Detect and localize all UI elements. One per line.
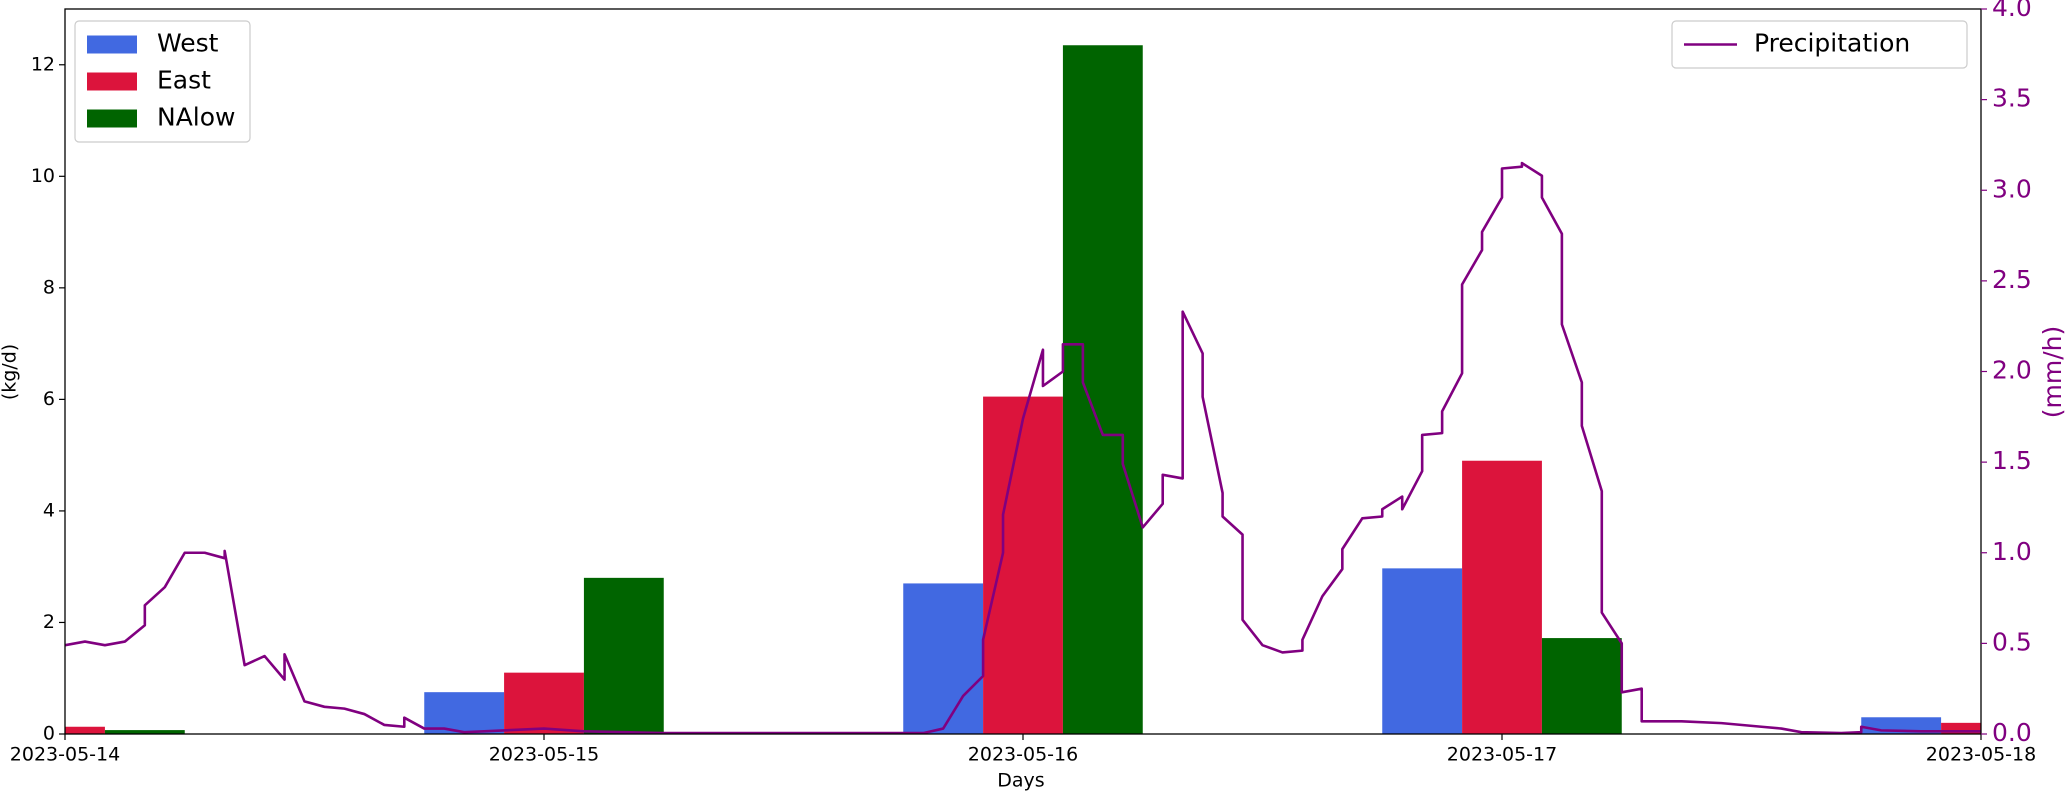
y2-tick-label: 3.5 <box>1992 84 2032 113</box>
y2-tick-label: 1.5 <box>1992 446 2032 475</box>
y-tick-label: 6 <box>43 388 55 410</box>
legend-box <box>1671 20 1968 69</box>
bar <box>1541 638 1622 734</box>
x-tick-label: 2023-05-18 <box>1926 744 2036 766</box>
legend-swatch <box>87 109 137 128</box>
y-tick-label: 8 <box>43 276 55 298</box>
y2-tick-label: 0.5 <box>1992 627 2032 656</box>
y-tick-label: 12 <box>31 53 55 75</box>
bar <box>65 726 105 734</box>
legend-label: Precipitation <box>1754 29 1910 58</box>
y2-tick-label: 2.5 <box>1992 265 2032 294</box>
bar <box>1941 722 1981 734</box>
x-tick-label: 2023-05-15 <box>489 744 599 766</box>
y2-tick-label: 3.0 <box>1992 174 2032 203</box>
y-tick-label: 10 <box>31 165 55 187</box>
bar <box>104 730 185 734</box>
x-axis-label: Days <box>997 770 1044 792</box>
y-tick-label: 0 <box>43 723 55 745</box>
legend-swatch <box>87 72 137 91</box>
bar <box>903 583 984 734</box>
y2-tick-label: 0.0 <box>1992 718 2032 747</box>
y2-tick-label: 1.0 <box>1992 537 2032 566</box>
bar <box>1382 568 1463 734</box>
line <box>65 161 1981 734</box>
legend-label: West <box>157 29 219 58</box>
x-tick-label: 2023-05-17 <box>1447 744 1557 766</box>
x-tick-label: 2023-05-16 <box>968 744 1078 766</box>
bar <box>1062 45 1143 734</box>
legend-label: NAlow <box>157 103 236 132</box>
legend-swatch <box>87 35 137 54</box>
y-axis-label: (kg/d) <box>0 344 21 400</box>
y2-axis-label: (mm/h) <box>2038 326 2067 418</box>
bar <box>1462 460 1542 734</box>
y-tick-label: 2 <box>43 611 55 633</box>
x-tick-label: 2023-05-14 <box>10 744 120 766</box>
bar <box>983 396 1063 734</box>
bar <box>583 577 664 734</box>
bar <box>424 692 505 734</box>
y2-tick-label: 4.0 <box>1992 0 2032 22</box>
legend-label: East <box>157 66 211 95</box>
bar <box>504 672 584 734</box>
y2-tick-label: 2.0 <box>1992 356 2032 385</box>
y-tick-label: 4 <box>43 499 55 521</box>
plot-area <box>65 45 1981 734</box>
